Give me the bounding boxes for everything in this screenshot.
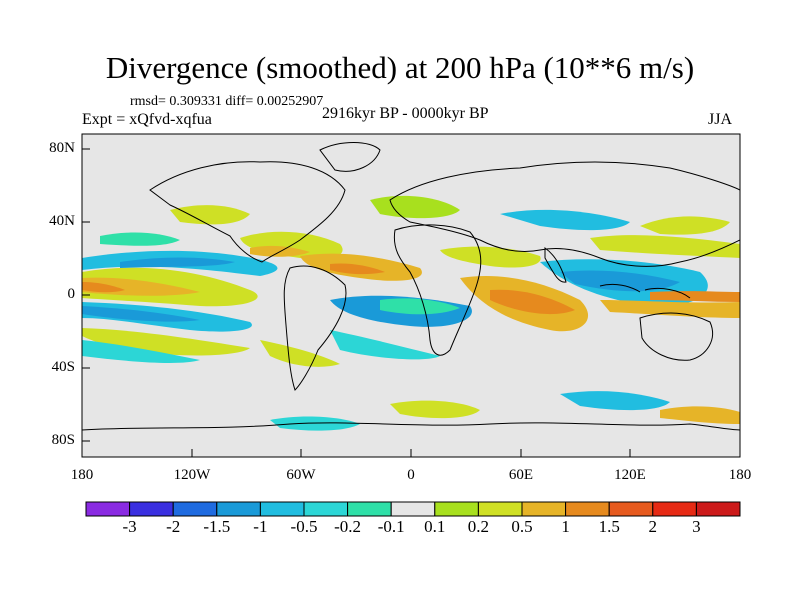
field-patch <box>560 270 680 292</box>
lon-label: 0 <box>407 467 415 483</box>
field-patch <box>82 306 200 322</box>
field-patch <box>600 300 740 318</box>
experiment-label: Expt = xQfvd-xqfua <box>82 111 212 128</box>
india-coast <box>544 247 567 283</box>
axis-ticks <box>81 148 741 457</box>
coastlines <box>82 142 740 431</box>
period-label: 2916kyr BP - 0000kyr BP <box>322 105 489 122</box>
colorbar-label: -3 <box>122 517 137 536</box>
colorbar-label: 0.5 <box>511 517 533 536</box>
lon-label: 180 <box>728 467 752 483</box>
colorbar-label: 1 <box>561 517 570 536</box>
field-patch <box>640 216 730 235</box>
colorbar-swatch <box>652 501 697 517</box>
lon-label: 60E <box>508 467 534 483</box>
lon-label: 120W <box>173 467 211 483</box>
australia-coast <box>639 312 713 361</box>
divergence-field <box>82 195 740 431</box>
field-patch <box>440 246 541 268</box>
field-patch <box>82 282 125 293</box>
colorbar-swatch <box>85 501 131 517</box>
colorbar-swatch <box>434 501 479 517</box>
colorbar-label: 0.1 <box>424 517 446 536</box>
lat-label: 40S <box>51 359 75 375</box>
field-patch <box>560 391 670 411</box>
eurasia-coast <box>389 161 740 267</box>
north-america-coast <box>149 161 346 263</box>
lon-label: 120E <box>614 467 646 483</box>
field-patch <box>390 400 480 419</box>
colorbar-label: 3 <box>692 517 701 536</box>
colorbar-label: 1.5 <box>598 517 620 536</box>
colorbar-swatch <box>608 501 654 517</box>
field-patch <box>490 289 575 315</box>
lat-label: 80S <box>51 432 75 448</box>
season-label: JJA <box>708 111 733 128</box>
field-patch <box>260 340 340 367</box>
maritime-continent-coast <box>599 283 691 299</box>
lon-label: 180 <box>70 467 94 483</box>
colorbar-swatch <box>565 501 610 517</box>
field-patch <box>100 232 180 246</box>
colorbar <box>85 501 741 517</box>
field-patch <box>500 209 630 231</box>
colorbar-label: -1 <box>253 517 268 536</box>
colorbar-swatch <box>477 501 523 517</box>
lon-label: 60W <box>286 467 316 483</box>
field-patch <box>660 406 740 424</box>
colorbar-label: -1.5 <box>203 517 231 536</box>
lat-label: 0 <box>67 286 76 302</box>
colorbar-label: 0.2 <box>467 517 490 536</box>
field-patch <box>380 298 460 315</box>
field-patch <box>650 291 740 302</box>
field-patch <box>120 257 235 268</box>
stats-text: rmsd= 0.309331 diff= 0.00252907 <box>130 94 324 109</box>
colorbar-swatch <box>303 501 349 517</box>
colorbar-label: 2 <box>648 517 658 536</box>
colorbar-swatch <box>347 501 392 517</box>
lat-label: 40N <box>49 213 75 229</box>
field-patch <box>170 205 250 225</box>
colorbar-label: -2 <box>166 517 181 536</box>
colorbar-swatch <box>695 501 741 517</box>
south-america-coast <box>283 265 347 391</box>
field-patch <box>330 263 385 275</box>
colorbar-label: -0.1 <box>377 517 405 536</box>
field-patch <box>370 195 460 219</box>
lat-label: 80N <box>49 140 75 156</box>
map-plot-area <box>81 133 741 458</box>
colorbar-swatch <box>259 501 305 517</box>
colorbar-swatch <box>129 501 174 517</box>
greenland-coast <box>319 142 381 172</box>
antarctica-coast <box>82 422 740 431</box>
africa-coast <box>393 224 482 356</box>
colorbar-label: -0.5 <box>290 517 318 536</box>
field-patch <box>330 330 440 360</box>
colorbar-swatch <box>216 501 261 517</box>
map-title: Divergence (smoothed) at 200 hPa (10**6 … <box>105 50 695 85</box>
colorbar-swatch <box>172 501 218 517</box>
colorbar-swatch <box>390 501 436 517</box>
field-patch <box>590 235 740 258</box>
colorbar-label: -0.2 <box>334 517 362 536</box>
colorbar-swatch <box>521 501 567 517</box>
field-patch <box>82 340 200 363</box>
